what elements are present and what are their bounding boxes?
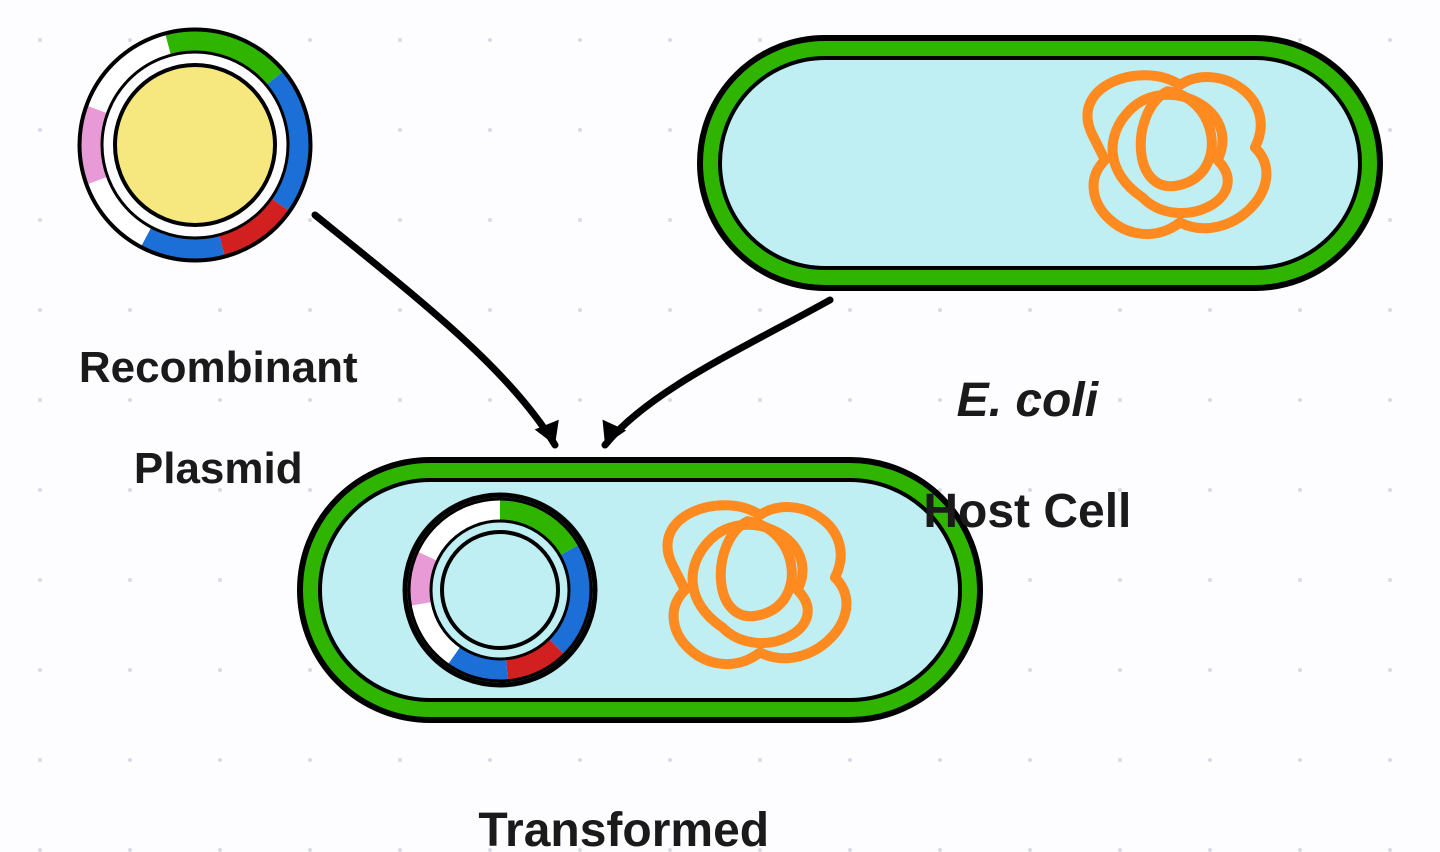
plasmid-label-line2: Plasmid [134, 444, 303, 493]
recombinant-plasmid-icon [80, 30, 310, 260]
diagram-stage: Recombinant Plasmid E. coli Host Cell Tr… [0, 0, 1440, 852]
host-label: E. coli Host Cell [870, 318, 1131, 594]
transformed-label: Transformed Cell [425, 748, 769, 852]
arrow-host-to-transformed [603, 300, 830, 445]
host-label-line2: Host Cell [923, 485, 1131, 538]
plasmid-label: Recombinant Plasmid [30, 292, 358, 545]
ecoli-host-cell [700, 38, 1380, 288]
transformed-label-line1: Transformed [478, 804, 769, 852]
plasmid-label-line1: Recombinant [79, 343, 358, 392]
host-label-line1: E. coli [957, 374, 1098, 427]
